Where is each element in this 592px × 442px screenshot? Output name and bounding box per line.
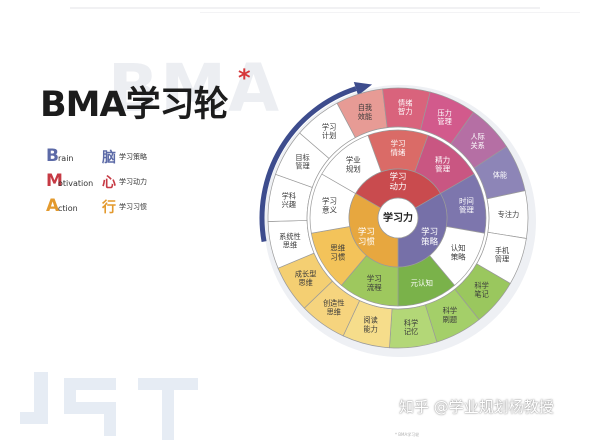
middle-segment-label: 思维习惯	[330, 242, 345, 261]
outer-segment-label: 阅读能力	[363, 316, 377, 334]
middle-segment-label: 学习意义	[322, 195, 337, 214]
legend-letter: B	[46, 146, 59, 166]
title-asterisk: *	[238, 64, 251, 92]
legend-word: rain	[58, 154, 74, 163]
outer-segment-label: 情绪智力	[398, 98, 412, 116]
outer-segment-label: 人际关系	[470, 132, 484, 150]
legend-desc: 学习习惯	[119, 203, 147, 211]
background-watermark-word: BMA	[108, 50, 282, 127]
direction-arrow-head	[353, 81, 373, 96]
legend-desc: 学习策略	[119, 153, 147, 161]
middle-segment-label: 时间管理	[459, 195, 474, 214]
direction-arrow-arc	[259, 86, 357, 243]
middle-segment-label: 学习情绪	[391, 138, 406, 157]
brush-lettering-watermark	[20, 372, 198, 440]
inner-segment-label: 学习策略	[421, 226, 439, 247]
legend-word: otivation	[58, 179, 94, 188]
outer-segment-label: 手机管理	[495, 246, 510, 264]
outer-segment-label: 体能	[493, 170, 507, 179]
legend-desc: 学习动力	[119, 178, 147, 186]
legend-cn: 行	[102, 200, 116, 216]
outer-segment-label: 创造性思维	[323, 299, 345, 317]
outer-segment-label: 学科兴趣	[282, 191, 296, 209]
middle-segment-label: 认知策略	[451, 242, 466, 261]
outer-segment-label: 压力管理	[437, 108, 451, 126]
outer-segment-label: 科学刷题	[443, 306, 457, 324]
outer-segment-label: 科学记忆	[404, 318, 418, 336]
outer-segment-label: 自我效能	[358, 103, 372, 121]
legend-letter: M	[46, 171, 63, 191]
inner-segment-label: 学习习惯	[358, 226, 376, 247]
outer-segment-label: 目标管理	[295, 153, 309, 171]
outer-segment-label: 学习计划	[322, 122, 336, 140]
header-rule	[70, 7, 540, 9]
legend-word: ction	[58, 204, 78, 213]
middle-segment-label: 学业规划	[346, 154, 361, 173]
middle-segment-label: 学习流程	[367, 273, 382, 292]
outer-segment-label: 科学笔记	[474, 281, 488, 299]
legend-cn: 脑	[102, 150, 116, 166]
footnote: * BMA学习轮	[395, 432, 420, 437]
outer-segment-label: 专注力	[498, 210, 520, 219]
middle-segment-label: 精力管理	[435, 154, 450, 173]
author-watermark: 知乎 @学业规划杨教授	[399, 398, 554, 416]
outer-segment-label: 系统性思维	[279, 232, 301, 250]
middle-segment-label: 元认知	[411, 277, 434, 287]
legend-letter: A	[46, 196, 60, 216]
header-rule-thin	[200, 12, 580, 13]
center-circle	[377, 197, 419, 239]
legend-cn: 心	[102, 175, 116, 191]
page-title: BMA学习轮	[40, 85, 229, 125]
outer-segment-label: 成长型思维	[295, 269, 317, 287]
inner-segment-label: 学习动力	[389, 171, 406, 192]
center-label: 学习力	[383, 211, 413, 224]
